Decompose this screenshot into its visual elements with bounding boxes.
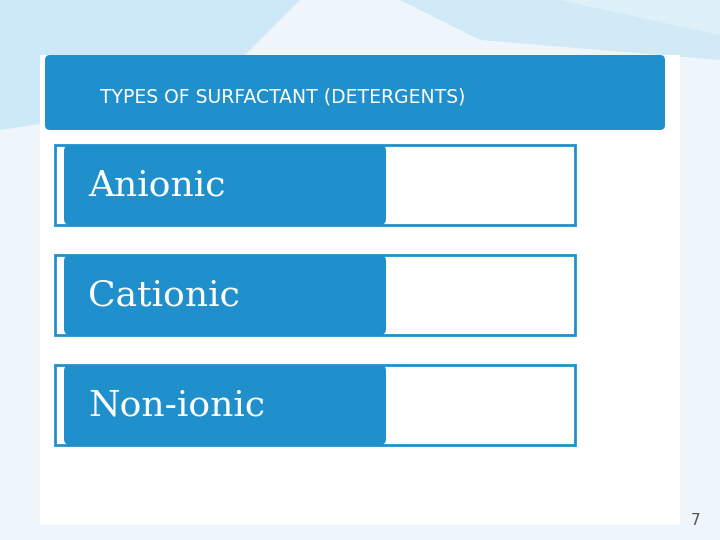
FancyBboxPatch shape <box>64 145 386 225</box>
Text: 7: 7 <box>690 513 700 528</box>
FancyBboxPatch shape <box>64 255 386 335</box>
FancyBboxPatch shape <box>64 365 386 445</box>
Polygon shape <box>0 0 300 130</box>
Text: Cationic: Cationic <box>88 278 240 312</box>
Text: TYPES OF SURFACTANT (DETERGENTS): TYPES OF SURFACTANT (DETERGENTS) <box>100 87 465 106</box>
Polygon shape <box>560 0 720 35</box>
Bar <box>55 145 575 225</box>
Text: Non-ionic: Non-ionic <box>88 388 265 422</box>
Bar <box>40 55 680 525</box>
Bar <box>55 365 575 445</box>
Bar <box>55 255 575 335</box>
Polygon shape <box>400 0 720 60</box>
FancyBboxPatch shape <box>45 55 665 130</box>
Text: Anionic: Anionic <box>88 168 225 202</box>
